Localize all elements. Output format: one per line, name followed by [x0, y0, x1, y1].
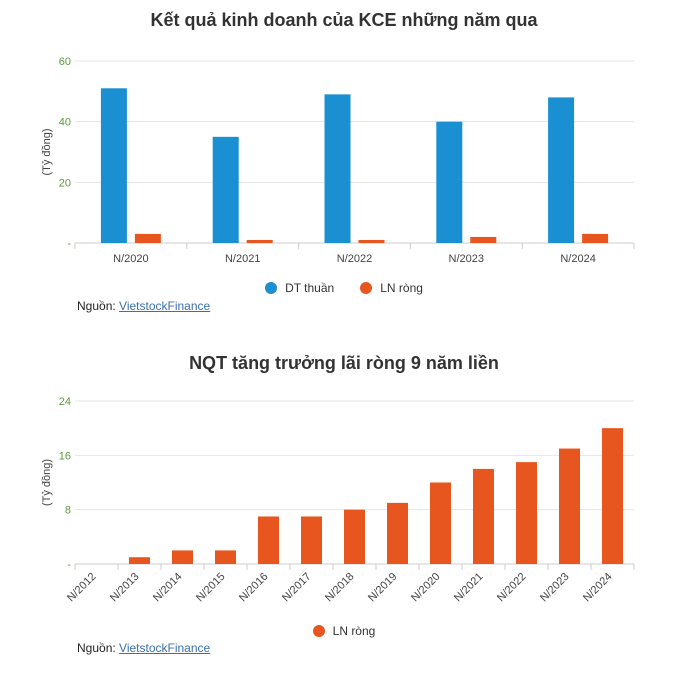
x-tick-label: N/2024	[581, 571, 615, 605]
legend-label: DT thuần	[285, 281, 335, 295]
y-tick-label: 40	[59, 117, 71, 129]
bar-ln-ròng	[358, 239, 385, 243]
chart-plot-area: - 20 40 60 (Tỷ đồng) N/2020 N/2021 N/2022 N/2023…	[41, 56, 635, 265]
bar-ln-ròng	[559, 448, 580, 564]
legend-label: LN ròng	[332, 624, 376, 638]
x-tick-label: N/2016	[237, 571, 271, 605]
legend-item-ln-rong[interactable]: LN ròng	[360, 281, 423, 295]
y-tick-label: 60	[59, 56, 71, 68]
source-link[interactable]: VietstockFinance	[119, 299, 211, 313]
bar-dt-thuần	[436, 121, 463, 243]
y-axis-label: (Tỷ đồng)	[41, 459, 53, 506]
y-tick-label: -	[67, 559, 71, 571]
bar-dt-thuần	[548, 97, 575, 244]
source-link[interactable]: VietstockFinance	[119, 641, 211, 655]
chart-nqt-profit-growth: NQT tăng trưởng lãi ròng 9 năm liền - 8 16…	[0, 340, 688, 675]
bar-dt-thuần	[100, 88, 127, 243]
legend-marker-dt-thuan	[265, 282, 278, 294]
chart-plot-area: - 8 16 24 (Tỷ đồng) N/2012 N/2013 N/2014 N/2015 N…	[41, 396, 635, 605]
bar-dt-thuần	[324, 94, 351, 243]
chart-title: Kết quả kinh doanh của KCE những năm qua	[150, 10, 538, 30]
bar-ln-ròng	[246, 239, 273, 243]
legend-marker-ln-rong	[312, 625, 325, 637]
y-tick-label: 8	[65, 505, 71, 517]
bar-ln-ròng	[516, 462, 537, 564]
x-tick-label: N/2017	[280, 571, 314, 605]
bar-ln-ròng	[430, 482, 451, 564]
source-note: Nguồn: VietstockFinance	[77, 641, 210, 655]
y-tick-label: -	[67, 238, 71, 250]
chart-kce-results: Kết quả kinh doanh của KCE những năm qua…	[0, 0, 688, 330]
source-note: Nguồn: VietstockFinance	[77, 299, 210, 313]
x-tick-label: N/2021	[225, 253, 260, 265]
legend-item-ln-rong[interactable]: LN ròng	[312, 624, 376, 638]
x-tick-label: N/2024	[560, 253, 595, 265]
bar-ln-ròng	[301, 516, 322, 564]
chart-legend: LN ròng	[0, 624, 688, 638]
y-tick-label: 20	[59, 177, 71, 189]
x-tick-label: N/2018	[323, 571, 357, 605]
bar-ln-ròng	[258, 516, 279, 564]
x-tick-label: N/2022	[495, 571, 529, 605]
y-tick-label: 16	[59, 450, 71, 462]
bar-ln-ròng	[172, 550, 193, 564]
bar-ln-ròng	[387, 502, 408, 564]
source-label: Nguồn:	[77, 641, 116, 655]
bar-ln-ròng	[582, 233, 609, 243]
bar-ln-ròng	[134, 233, 161, 243]
y-axis-label: (Tỷ đồng)	[41, 128, 53, 175]
x-tick-label: N/2012	[65, 571, 99, 605]
chart-legend: DT thuần LN ròng	[0, 281, 688, 295]
legend-item-dt-thuan[interactable]: DT thuần	[265, 281, 334, 295]
chart-title: NQT tăng trưởng lãi ròng 9 năm liền	[189, 353, 499, 373]
x-tick-label: N/2013	[108, 571, 142, 605]
bar-ln-ròng	[344, 509, 365, 564]
bar-ln-ròng	[129, 557, 150, 564]
legend-marker-ln-rong	[360, 282, 373, 294]
legend-label: LN ròng	[380, 281, 423, 295]
x-tick-label: N/2014	[151, 571, 185, 605]
x-tick-label: N/2015	[194, 571, 228, 605]
bar-dt-thuần	[212, 136, 239, 243]
x-tick-label: N/2022	[337, 253, 372, 265]
bar-ln-ròng	[470, 236, 497, 243]
source-label: Nguồn:	[77, 299, 116, 313]
x-tick-label: N/2020	[409, 571, 443, 605]
x-tick-label: N/2019	[366, 571, 400, 605]
bar-ln-ròng	[215, 550, 236, 564]
x-tick-label: N/2023	[538, 571, 572, 605]
bar-ln-ròng	[602, 428, 623, 564]
x-tick-label: N/2021	[452, 571, 486, 605]
x-tick-label: N/2023	[449, 253, 484, 265]
y-tick-label: 24	[59, 396, 71, 408]
bar-ln-ròng	[473, 468, 494, 564]
x-tick-label: N/2020	[113, 253, 148, 265]
